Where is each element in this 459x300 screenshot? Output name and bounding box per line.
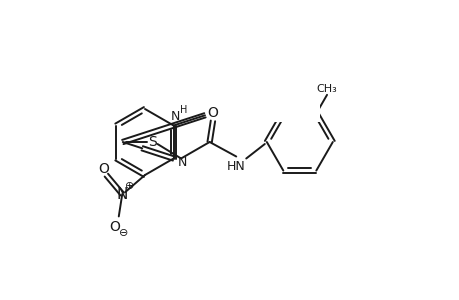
Text: N: N	[171, 110, 180, 123]
Text: H: H	[179, 104, 187, 115]
Text: CH₃: CH₃	[259, 85, 280, 95]
Bar	[219, 82, 319, 122]
Text: HN: HN	[226, 160, 245, 173]
Text: N: N	[116, 187, 128, 202]
Text: S: S	[148, 135, 157, 149]
Text: O: O	[207, 106, 218, 120]
Text: ⊕: ⊕	[124, 181, 134, 191]
Text: O: O	[109, 220, 120, 234]
Text: N: N	[178, 156, 187, 169]
Text: O: O	[98, 162, 108, 176]
Text: ⊖: ⊖	[119, 228, 128, 239]
Text: CH₃: CH₃	[316, 84, 337, 94]
